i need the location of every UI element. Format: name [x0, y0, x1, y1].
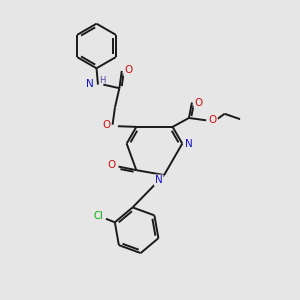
- Text: O: O: [102, 120, 110, 130]
- Text: H: H: [99, 76, 105, 85]
- Text: N: N: [185, 139, 193, 148]
- Text: O: O: [124, 65, 132, 75]
- Text: O: O: [108, 160, 116, 170]
- Text: N: N: [155, 176, 163, 185]
- Text: O: O: [208, 115, 217, 125]
- Text: N: N: [86, 79, 94, 89]
- Text: O: O: [194, 98, 202, 107]
- Text: Cl: Cl: [93, 212, 103, 221]
